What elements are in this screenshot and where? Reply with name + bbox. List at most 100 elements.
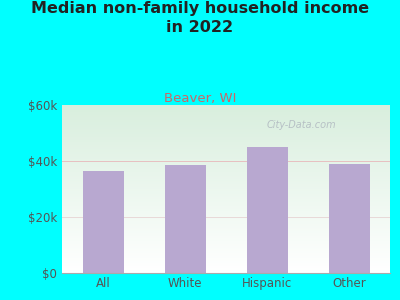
Bar	[62, 271, 390, 273]
Bar	[62, 130, 390, 132]
Bar	[62, 112, 390, 113]
Bar	[62, 199, 390, 201]
Bar	[62, 212, 390, 214]
Bar	[62, 214, 390, 216]
Bar	[62, 124, 390, 125]
Bar	[62, 115, 390, 117]
Bar	[62, 166, 390, 167]
Bar	[62, 159, 390, 161]
Bar	[62, 134, 390, 135]
Bar	[62, 209, 390, 211]
Bar	[62, 231, 390, 233]
Bar	[62, 211, 390, 212]
Bar	[62, 147, 390, 149]
Bar	[62, 160, 390, 162]
Bar	[62, 260, 390, 261]
Bar	[62, 127, 390, 128]
Bar	[62, 110, 390, 112]
Bar	[62, 216, 390, 218]
Bar	[62, 196, 390, 197]
Bar	[62, 223, 390, 224]
Bar	[62, 113, 390, 115]
Bar	[62, 194, 390, 196]
Bar	[62, 236, 390, 238]
Bar	[62, 186, 390, 187]
Bar	[62, 206, 390, 208]
Bar	[82, 171, 124, 273]
Bar	[62, 184, 390, 186]
Bar	[62, 243, 390, 244]
Bar	[164, 165, 206, 273]
Bar	[62, 250, 390, 251]
Bar	[62, 221, 390, 223]
Bar	[62, 241, 390, 243]
Bar	[62, 118, 390, 120]
Bar	[62, 105, 390, 107]
Bar	[62, 150, 390, 152]
Bar	[62, 256, 390, 258]
Bar	[62, 128, 390, 130]
Bar	[62, 179, 390, 181]
Bar	[62, 189, 390, 191]
Bar	[62, 263, 390, 265]
Bar	[62, 268, 390, 270]
Bar	[62, 144, 390, 145]
Bar	[328, 164, 370, 273]
Bar	[62, 177, 390, 179]
Bar	[62, 174, 390, 176]
Bar	[62, 149, 390, 150]
Bar	[62, 208, 390, 209]
Bar	[62, 246, 390, 248]
Bar	[62, 234, 390, 236]
Bar	[62, 137, 390, 139]
Bar	[62, 226, 390, 228]
Bar	[62, 170, 390, 172]
Bar	[62, 176, 390, 177]
Bar	[62, 229, 390, 231]
Bar	[62, 201, 390, 203]
Bar	[62, 204, 390, 206]
Bar	[62, 182, 390, 184]
Bar	[62, 197, 390, 199]
Bar	[62, 164, 390, 166]
Bar	[62, 125, 390, 127]
Bar	[62, 202, 390, 204]
Bar	[62, 108, 390, 110]
Bar	[62, 233, 390, 234]
Bar	[62, 187, 390, 189]
Bar	[62, 254, 390, 256]
Bar	[62, 261, 390, 263]
Bar	[62, 181, 390, 182]
Bar	[62, 238, 390, 239]
Bar	[62, 251, 390, 253]
Bar	[62, 219, 390, 221]
Bar	[62, 107, 390, 108]
Bar	[62, 224, 390, 226]
Bar	[62, 228, 390, 229]
Bar	[62, 172, 390, 174]
Bar	[62, 266, 390, 268]
Bar	[246, 147, 288, 273]
Bar	[62, 142, 390, 144]
Bar	[62, 191, 390, 192]
Bar	[62, 145, 390, 147]
Bar	[62, 120, 390, 122]
Bar	[62, 258, 390, 260]
Bar	[62, 270, 390, 271]
Bar	[62, 253, 390, 254]
Bar	[62, 192, 390, 194]
Bar	[62, 162, 390, 164]
Bar	[62, 218, 390, 219]
Bar	[62, 157, 390, 159]
Bar	[62, 244, 390, 246]
Bar	[62, 122, 390, 124]
Bar	[62, 265, 390, 266]
Bar	[62, 135, 390, 137]
Bar	[62, 117, 390, 118]
Bar	[62, 248, 390, 250]
Bar	[62, 154, 390, 155]
Bar	[62, 140, 390, 142]
Bar	[62, 139, 390, 140]
Bar	[62, 167, 390, 169]
Text: City-Data.com: City-Data.com	[267, 120, 336, 130]
